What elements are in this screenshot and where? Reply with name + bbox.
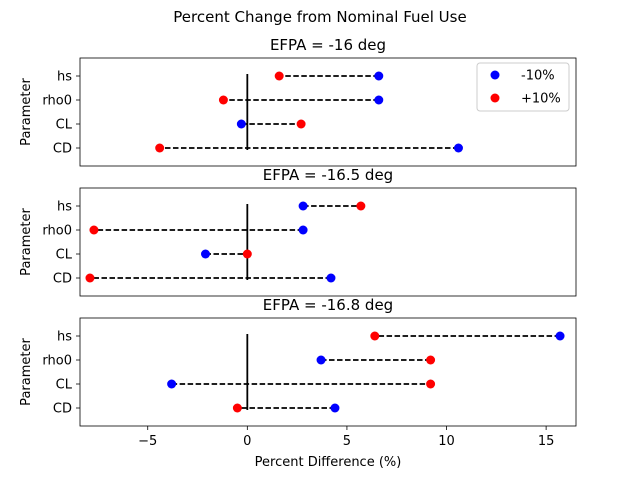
x-tick-label: 10: [438, 434, 455, 449]
y-axis-label: Parameter: [19, 208, 34, 276]
y-tick-label: rho0: [42, 94, 72, 109]
data-point-CL-plus: [426, 379, 436, 389]
figure-suptitle: Percent Change from Nominal Fuel Use: [173, 8, 466, 26]
panel-3: EFPA = -16.8 deg Parameter hs rho0 CL CD −5 0 5 1…: [19, 296, 577, 449]
data-point-CD-plus: [232, 403, 242, 413]
panel-title: EFPA = -16.8 deg: [263, 296, 393, 314]
data-point-rho0-plus: [218, 95, 228, 105]
x-tick-label: 5: [343, 434, 351, 449]
y-tick-label: CL: [56, 378, 73, 393]
y-tick-label: CD: [53, 142, 72, 157]
data-point-CD-plus: [155, 143, 165, 153]
y-tick-label: rho0: [42, 354, 72, 369]
panel-2: EFPA = -16.5 deg Parameter hs rho0 CL CD: [19, 166, 577, 297]
axes-frame: [79, 187, 577, 297]
legend-label: -10%: [521, 69, 555, 84]
y-tick-label: rho0: [42, 224, 72, 239]
x-tick-label: −5: [138, 434, 157, 449]
panels: EFPA = -16 deg Parameter hs rho0 CL CD -10% +10…: [19, 36, 577, 449]
y-tick-label: hs: [57, 70, 72, 85]
panel-title: EFPA = -16 deg: [270, 36, 386, 54]
data-point-CD-minus: [330, 403, 340, 413]
axes-frame: [79, 57, 577, 167]
data-point-CL-minus: [167, 379, 177, 389]
legend-label: +10%: [521, 92, 561, 107]
y-axis-label: Parameter: [19, 78, 34, 146]
data-point-CL-plus: [242, 249, 252, 259]
data-point-CL-minus: [200, 249, 210, 259]
y-tick-label: hs: [57, 200, 72, 215]
data-point-rho0-minus: [316, 355, 326, 365]
y-tick-label: CD: [53, 272, 72, 287]
legend-marker: [490, 93, 500, 103]
legend-frame: [476, 62, 570, 112]
data-point-hs-plus: [370, 331, 380, 341]
data-point-CL-minus: [236, 119, 246, 129]
y-tick-label: CL: [56, 248, 73, 263]
data-point-hs-minus: [298, 201, 308, 211]
data-point-rho0-plus: [426, 355, 436, 365]
x-tick-label: 0: [243, 434, 251, 449]
y-tick-label: CL: [56, 118, 73, 133]
data-point-hs-plus: [274, 71, 284, 81]
data-point-CD-plus: [85, 273, 95, 283]
data-point-rho0-plus: [89, 225, 99, 235]
panel-1: EFPA = -16 deg Parameter hs rho0 CL CD -10% +10…: [19, 36, 577, 167]
y-tick-label: CD: [53, 402, 72, 417]
y-axis-label: Parameter: [19, 338, 34, 406]
data-point-CD-minus: [326, 273, 336, 283]
data-point-rho0-minus: [374, 95, 384, 105]
data-point-rho0-minus: [298, 225, 308, 235]
y-tick-label: hs: [57, 330, 72, 345]
data-point-CL-plus: [296, 119, 306, 129]
data-point-hs-plus: [356, 201, 366, 211]
axes-frame: [79, 317, 577, 427]
data-point-hs-minus: [555, 331, 565, 341]
data-point-hs-minus: [374, 71, 384, 81]
x-tick-label: 15: [538, 434, 555, 449]
x-axis-label: Percent Difference (%): [255, 455, 402, 470]
legend: -10% +10%: [476, 62, 570, 112]
data-point-CD-minus: [453, 143, 463, 153]
panel-title: EFPA = -16.5 deg: [263, 166, 393, 184]
legend-marker: [490, 70, 500, 80]
